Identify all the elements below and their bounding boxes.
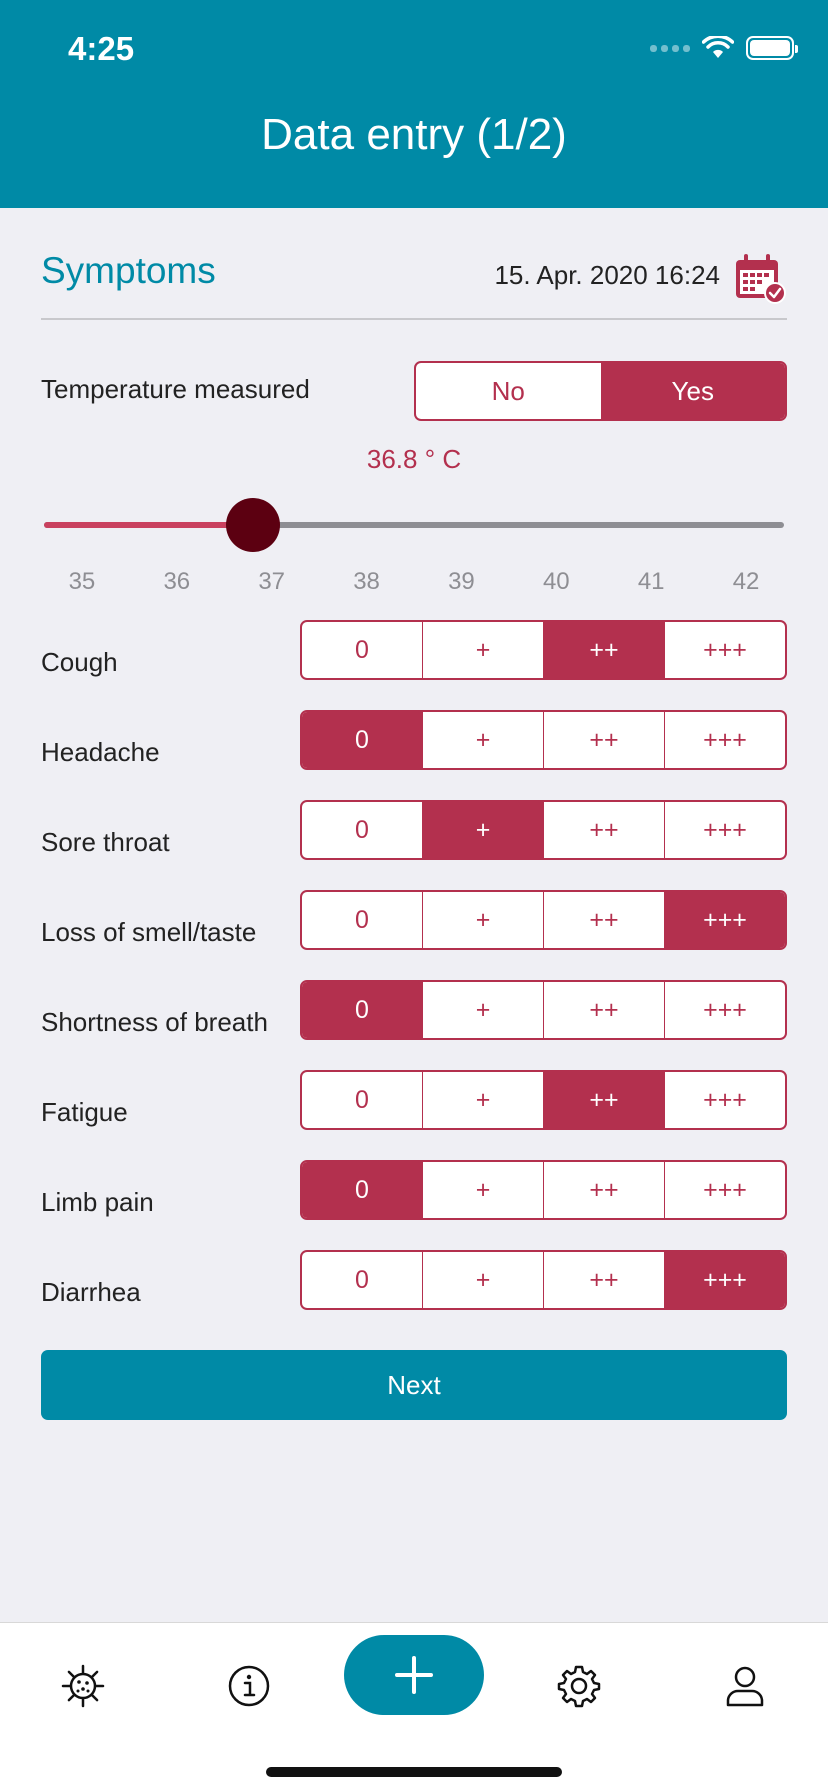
slider-track[interactable] bbox=[44, 522, 784, 528]
severity-option-2[interactable]: ++ bbox=[543, 892, 664, 948]
status-time: 4:25 bbox=[68, 30, 135, 67]
slider-tick-label: 35 bbox=[68, 568, 96, 595]
battery-icon bbox=[746, 36, 798, 60]
person-icon[interactable] bbox=[722, 1663, 768, 1709]
severity-selector: 0 + ++ +++ bbox=[300, 1070, 787, 1130]
header-bar: 4:25 Data entry (1/2) bbox=[0, 0, 828, 208]
severity-option-1[interactable]: + bbox=[422, 712, 543, 768]
symptom-list: Cough 0 + ++ +++ Headache 0 + ++ +++ Sore throat 0 +… bbox=[0, 620, 828, 1340]
severity-option-2[interactable]: ++ bbox=[543, 1072, 664, 1128]
temperature-measured-label: Temperature measured bbox=[41, 374, 310, 404]
temperature-value: 36.8 ° C bbox=[366, 444, 462, 474]
symptom-label: Diarrhea bbox=[41, 1277, 141, 1307]
slider-thumb[interactable] bbox=[225, 498, 280, 552]
severity-selector: 0 + ++ +++ bbox=[300, 710, 787, 770]
severity-option-1[interactable]: + bbox=[422, 622, 543, 678]
severity-option-0[interactable]: 0 bbox=[355, 1085, 369, 1114]
symptom-row: Fatigue 0 + ++ +++ bbox=[0, 1070, 828, 1160]
section-divider bbox=[41, 318, 787, 320]
severity-option-0[interactable]: 0 bbox=[302, 1162, 422, 1218]
symptom-label: Cough bbox=[41, 647, 118, 677]
slider-tick-label: 39 bbox=[448, 568, 475, 595]
severity-option-2[interactable]: ++ bbox=[543, 712, 664, 768]
virus-icon[interactable] bbox=[60, 1663, 106, 1709]
plus-icon bbox=[395, 1656, 433, 1694]
severity-option-0[interactable]: 0 bbox=[355, 635, 369, 664]
severity-option-0[interactable]: 0 bbox=[302, 982, 422, 1038]
slider-tick-label: 37 bbox=[258, 568, 286, 595]
symptom-row: Loss of smell/taste 0 + ++ +++ bbox=[0, 890, 828, 980]
severity-option-2[interactable]: ++ bbox=[543, 1162, 664, 1218]
severity-option-0[interactable]: 0 bbox=[355, 905, 369, 934]
gear-icon[interactable] bbox=[556, 1663, 602, 1709]
symptom-row: Cough 0 + ++ +++ bbox=[0, 620, 828, 710]
next-button[interactable]: Next bbox=[41, 1350, 787, 1420]
add-entry-button[interactable] bbox=[344, 1635, 484, 1715]
severity-selector: 0 + ++ +++ bbox=[300, 1250, 787, 1310]
slider-tick-label: 36 bbox=[163, 568, 191, 595]
slider-ticks: 35 36 37 38 39 40 41 42 bbox=[44, 568, 784, 598]
symptom-label: Fatigue bbox=[41, 1097, 128, 1127]
toggle-no[interactable]: No bbox=[491, 375, 525, 406]
severity-option-3[interactable]: +++ bbox=[664, 1252, 785, 1308]
severity-option-3[interactable]: +++ bbox=[664, 1162, 785, 1218]
severity-option-3[interactable]: +++ bbox=[664, 622, 785, 678]
symptom-row: Headache 0 + ++ +++ bbox=[0, 710, 828, 800]
symptom-row: Limb pain 0 + ++ +++ bbox=[0, 1160, 828, 1250]
section-title: Symptoms bbox=[41, 250, 216, 291]
entry-datetime[interactable]: 15. Apr. 2020 16:24 bbox=[494, 260, 720, 290]
calendar-check-icon[interactable] bbox=[734, 252, 786, 304]
severity-option-2[interactable]: ++ bbox=[543, 1252, 664, 1308]
severity-selector: 0 + ++ +++ bbox=[300, 800, 787, 860]
signal-icon bbox=[650, 44, 690, 52]
temperature-measured-toggle: No Yes bbox=[414, 361, 787, 421]
severity-option-2[interactable]: ++ bbox=[543, 802, 664, 858]
symptom-label: Loss of smell/taste bbox=[41, 917, 257, 947]
severity-option-0[interactable]: 0 bbox=[302, 712, 422, 768]
symptom-row: Shortness of breath 0 + ++ +++ bbox=[0, 980, 828, 1070]
slider-tick-label: 40 bbox=[542, 568, 570, 595]
severity-option-3[interactable]: +++ bbox=[664, 982, 785, 1038]
severity-option-1[interactable]: + bbox=[422, 802, 543, 858]
slider-track-fill bbox=[44, 522, 253, 528]
info-icon[interactable] bbox=[226, 1663, 272, 1709]
status-icons bbox=[650, 36, 798, 60]
severity-option-3[interactable]: +++ bbox=[664, 892, 785, 948]
severity-option-1[interactable]: + bbox=[422, 892, 543, 948]
severity-option-2[interactable]: ++ bbox=[543, 982, 664, 1038]
symptom-row: Sore throat 0 + ++ +++ bbox=[0, 800, 828, 890]
severity-selector: 0 + ++ +++ bbox=[300, 1160, 787, 1220]
temperature-slider[interactable]: 35 36 37 38 39 40 41 42 bbox=[44, 498, 784, 612]
severity-option-1[interactable]: + bbox=[422, 1162, 543, 1218]
symptom-label: Sore throat bbox=[41, 827, 170, 857]
symptom-label: Headache bbox=[41, 737, 160, 767]
severity-option-3[interactable]: +++ bbox=[664, 802, 785, 858]
content-area: Symptoms 15. Apr. 2020 16:24 Temperature… bbox=[0, 208, 828, 1580]
page-title: Data entry (1/2) bbox=[261, 110, 567, 159]
severity-selector: 0 + ++ +++ bbox=[300, 980, 787, 1040]
wifi-icon bbox=[702, 36, 734, 58]
toggle-yes[interactable]: Yes bbox=[600, 363, 785, 419]
severity-option-0[interactable]: 0 bbox=[355, 1265, 369, 1294]
slider-tick-label: 38 bbox=[353, 568, 380, 595]
severity-selector: 0 + ++ +++ bbox=[300, 620, 787, 680]
tab-bar bbox=[0, 1622, 828, 1792]
severity-option-0[interactable]: 0 bbox=[355, 815, 369, 844]
symptom-label: Shortness of breath bbox=[41, 1007, 268, 1037]
slider-tick-label: 42 bbox=[732, 568, 760, 595]
slider-tick-label: 41 bbox=[637, 568, 665, 595]
symptom-row: Diarrhea 0 + ++ +++ bbox=[0, 1250, 828, 1340]
severity-option-2[interactable]: ++ bbox=[543, 622, 664, 678]
severity-option-3[interactable]: +++ bbox=[664, 1072, 785, 1128]
symptom-label: Limb pain bbox=[41, 1187, 154, 1217]
severity-selector: 0 + ++ +++ bbox=[300, 890, 787, 950]
severity-option-3[interactable]: +++ bbox=[664, 712, 785, 768]
severity-option-1[interactable]: + bbox=[422, 1072, 543, 1128]
home-indicator bbox=[266, 1767, 562, 1777]
severity-option-1[interactable]: + bbox=[422, 1252, 543, 1308]
severity-option-1[interactable]: + bbox=[422, 982, 543, 1038]
